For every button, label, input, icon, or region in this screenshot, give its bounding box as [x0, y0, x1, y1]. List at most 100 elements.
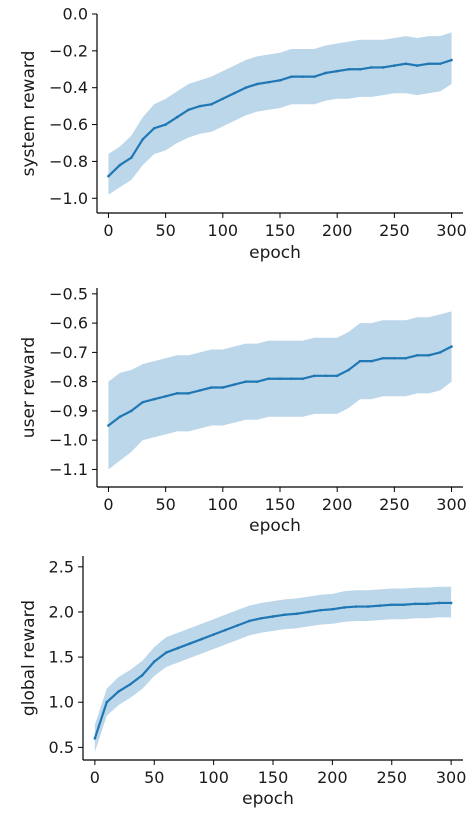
user-reward-x-tick-label: 100	[208, 495, 239, 514]
global-reward-point	[402, 603, 405, 607]
system-reward-point	[438, 62, 442, 66]
global-reward-x-tick-label: 0	[90, 768, 100, 787]
system-reward-point	[393, 64, 396, 67]
global-reward-point	[342, 606, 346, 609]
system-reward-point	[370, 66, 373, 69]
system-reward-point	[313, 75, 316, 78]
user-reward-y-tick-label: −0.5	[49, 284, 88, 303]
global-reward-point	[390, 603, 394, 607]
global-reward-point	[307, 610, 310, 614]
global-reward-y-tick-label: 2.0	[49, 602, 74, 621]
user-reward-y-axis-label: user reward	[19, 337, 39, 438]
global-reward-point	[331, 607, 334, 611]
system-reward-point	[267, 80, 270, 84]
system-reward-chart: 0 50 100 150 200 250 300 0.0 −0.2 −0.4 −0.6 −0.8 −1.…	[19, 5, 467, 264]
system-reward-point	[164, 123, 167, 126]
user-reward-point	[324, 374, 328, 378]
user-reward-x-tick-label: 300	[436, 495, 467, 514]
global-reward-chart: 0 50 100 150 200 250 300 0.5 1.0 1.5 2.0 2.5 epoch gl…	[19, 556, 466, 809]
system-reward-y-tick-label: −0.2	[49, 41, 88, 60]
system-reward-point	[415, 64, 419, 67]
user-reward-point	[358, 359, 362, 363]
system-reward-point	[358, 67, 362, 71]
user-reward-point	[438, 351, 442, 354]
system-reward-point	[107, 174, 110, 178]
system-reward-y-tick-label: −1.0	[49, 189, 88, 208]
system-reward-point	[175, 115, 179, 119]
system-reward-point	[335, 69, 339, 73]
global-reward-point	[437, 601, 441, 605]
system-reward-x-tick-label: 200	[322, 221, 353, 240]
user-reward-point	[118, 415, 122, 419]
user-reward-point	[313, 374, 316, 378]
system-reward-point	[152, 126, 156, 130]
user-reward-point	[404, 356, 408, 360]
system-reward-y-axis-label: system reward	[19, 51, 39, 177]
user-reward-confidence-band	[108, 311, 452, 470]
global-reward-point	[247, 619, 251, 623]
global-reward-point	[414, 602, 417, 606]
global-reward-point	[93, 737, 97, 740]
global-reward-point	[141, 673, 144, 677]
global-reward-point	[117, 690, 120, 693]
user-reward-point	[335, 374, 339, 378]
system-reward-y-tick-label: −0.6	[49, 115, 88, 134]
user-reward-point	[198, 389, 202, 392]
global-reward-point	[259, 616, 263, 620]
system-reward-point	[255, 82, 259, 86]
system-reward-point	[301, 75, 305, 78]
global-reward-x-axis-label: epoch	[242, 789, 294, 809]
user-reward-point	[107, 424, 110, 427]
user-reward-y-tick-label: −0.9	[49, 401, 88, 420]
user-reward-point	[415, 354, 419, 357]
global-reward-point	[378, 604, 382, 607]
user-reward-point	[130, 409, 133, 413]
system-reward-x-tick-label: 250	[379, 221, 410, 240]
system-reward-point	[141, 138, 145, 141]
global-reward-x-tick-label: 100	[198, 768, 229, 787]
user-reward-point	[141, 400, 145, 404]
user-reward-x-axis-label: epoch	[249, 516, 301, 536]
system-reward-point	[347, 67, 350, 71]
system-reward-point	[210, 102, 213, 106]
system-reward-y-tick-label: −0.8	[49, 152, 88, 171]
user-reward-y-tick-label: −0.6	[49, 314, 88, 333]
user-reward-point	[232, 383, 236, 386]
user-reward-point	[347, 368, 350, 372]
system-reward-point	[324, 71, 328, 75]
user-reward-point	[290, 377, 293, 381]
user-reward-point	[210, 386, 213, 389]
system-reward-point	[427, 62, 430, 66]
global-reward-x-tick-label: 200	[317, 768, 348, 787]
user-reward-y-tick-label: −1.0	[49, 431, 88, 450]
global-reward-point	[176, 646, 180, 650]
global-reward-point	[283, 613, 287, 616]
global-reward-x-tick-label: 50	[144, 768, 164, 787]
user-reward-x-tick-label: 200	[322, 495, 353, 514]
global-reward-point	[319, 608, 322, 612]
user-reward-point	[370, 359, 373, 363]
user-reward-x-tick-label: 250	[379, 495, 410, 514]
user-reward-point	[175, 392, 179, 395]
user-reward-x-tick-label: 150	[265, 495, 296, 514]
user-reward-point	[187, 392, 190, 395]
user-reward-point	[164, 394, 167, 398]
system-reward-point	[381, 66, 385, 69]
user-reward-y-tick-label: −0.8	[49, 372, 88, 391]
system-reward-point	[244, 86, 247, 89]
global-reward-y-tick-label: 2.5	[49, 557, 74, 576]
global-reward-point	[224, 628, 227, 632]
user-reward-y-tick-label: −0.7	[49, 343, 88, 362]
global-reward-x-tick-label: 250	[376, 768, 407, 787]
user-reward-point	[301, 377, 305, 381]
user-reward-point	[393, 356, 396, 360]
global-reward-x-tick-label: 300	[436, 768, 467, 787]
global-reward-y-axis-label: global reward	[19, 600, 39, 716]
system-reward-x-tick-label: 0	[103, 221, 113, 240]
user-reward-chart: 0 50 100 150 200 250 300 −0.5 −0.6 −0.7 −0.8 −0.9 −1…	[19, 284, 467, 536]
system-reward-y-tick-label: 0.0	[63, 5, 88, 24]
user-reward-x-tick-label: 50	[155, 495, 175, 514]
global-reward-point	[366, 605, 370, 608]
user-reward-point	[221, 386, 225, 389]
